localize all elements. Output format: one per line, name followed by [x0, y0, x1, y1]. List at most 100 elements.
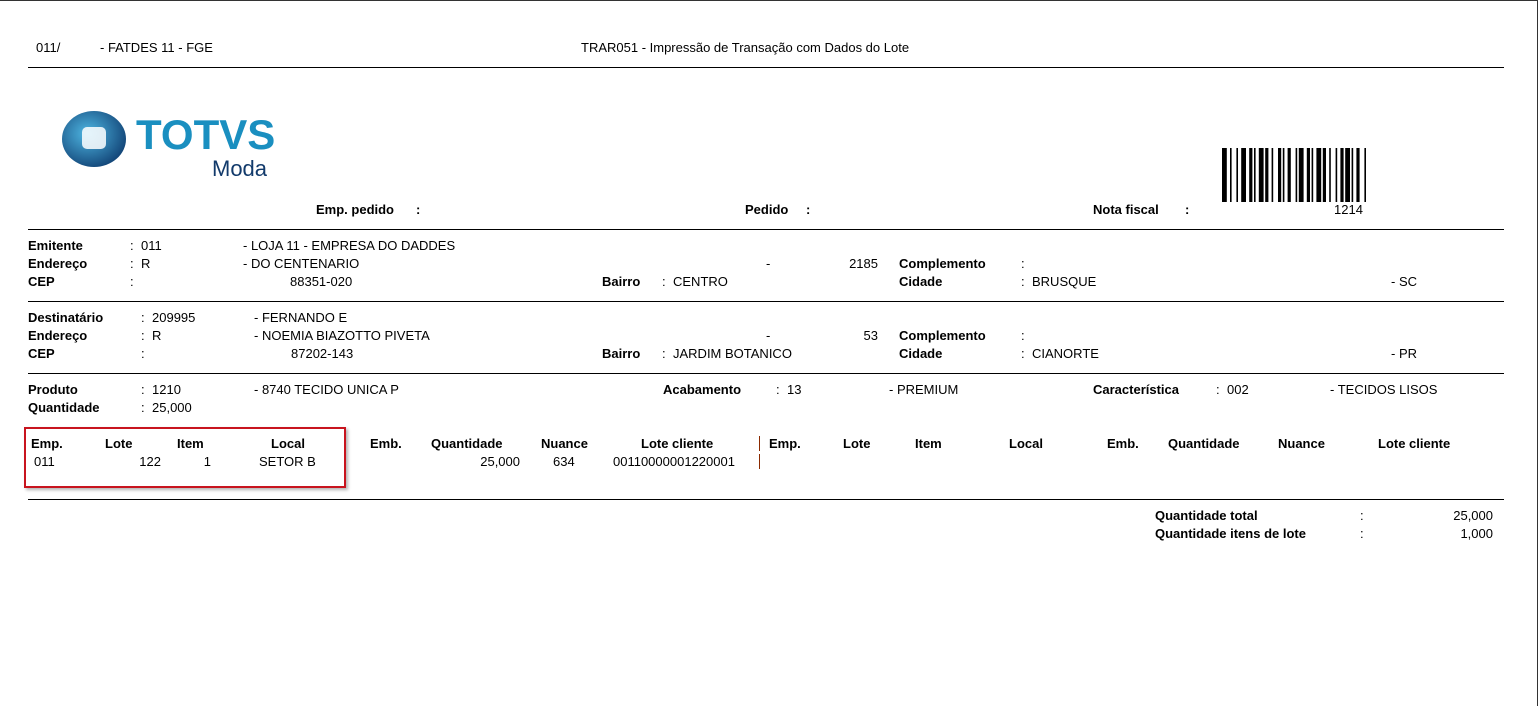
column-separator	[759, 436, 760, 451]
barcode-bar	[1329, 148, 1331, 202]
produto-name: - 8740 TECIDO UNICA P	[254, 382, 399, 397]
col-emp: Emp.	[769, 436, 801, 451]
bairro-label: Bairro	[602, 346, 641, 361]
logo-brand: TOTVS	[136, 111, 275, 158]
barcode-bar	[1351, 148, 1354, 202]
dash: -	[766, 256, 771, 271]
destinatario-label: Destinatário	[28, 310, 104, 325]
barcode-bar	[1282, 148, 1285, 202]
complemento-label: Complemento	[899, 328, 986, 343]
col-quantidade: Quantidade	[1168, 436, 1240, 451]
colon: :	[1360, 526, 1364, 541]
barcode-bar	[1322, 148, 1326, 202]
barcode-bar	[1241, 148, 1246, 202]
barcode-bar	[1311, 148, 1314, 202]
barcode-bar	[1316, 148, 1322, 202]
bairro: JARDIM BOTANICO	[673, 346, 792, 361]
col-local: Local	[1009, 436, 1043, 451]
col-lote: Lote	[105, 436, 133, 451]
colon: :	[662, 346, 666, 361]
cidade: CIANORTE	[1032, 346, 1099, 361]
caracteristica-code: 002	[1227, 382, 1249, 397]
cell-lote-cliente: 00110000001220001	[613, 454, 735, 469]
barcode-bar	[1265, 148, 1269, 202]
colon: :	[141, 328, 145, 343]
colon: :	[1360, 508, 1364, 523]
barcode-bar	[1236, 148, 1238, 202]
emp-pedido-label: Emp. pedido	[316, 202, 394, 217]
colon: :	[1021, 274, 1025, 289]
produto-code: 1210	[152, 382, 181, 397]
numero: 2185	[849, 256, 878, 271]
divider	[28, 301, 1504, 302]
colon: :	[1021, 346, 1025, 361]
numero: 53	[863, 328, 878, 343]
nota-fiscal-label: Nota fiscal	[1093, 202, 1159, 217]
colon: :	[141, 310, 145, 325]
colon: :	[776, 382, 780, 397]
colon: :	[416, 202, 421, 217]
barcode-bar	[1271, 148, 1274, 202]
barcode-bar	[1230, 148, 1232, 202]
col-item: Item	[177, 436, 204, 451]
col-nuance: Nuance	[1278, 436, 1325, 451]
cidade-label: Cidade	[899, 346, 943, 361]
logo-sub: Moda	[212, 156, 268, 181]
pedido-label: Pedido	[745, 202, 789, 217]
endereco: - NOEMIA BIAZOTTO PIVETA	[254, 328, 430, 343]
produto-label: Produto	[28, 382, 78, 397]
dash: -	[766, 328, 771, 343]
cell-quantidade: 25,000	[480, 454, 520, 469]
endereco: - DO CENTENARIO	[243, 256, 360, 271]
barcode-bar	[1249, 148, 1253, 202]
destinatario-code: 209995	[152, 310, 196, 325]
colon: :	[141, 400, 145, 415]
emitente-code: 011	[141, 238, 162, 253]
bairro: CENTRO	[673, 274, 728, 289]
barcode-bar	[1295, 148, 1298, 202]
barcode-bar	[1356, 148, 1360, 202]
col-lote: Lote	[843, 436, 871, 451]
colon: :	[130, 238, 134, 253]
col-emb: Emb.	[370, 436, 402, 451]
uf: - PR	[1391, 346, 1417, 361]
col-nuance: Nuance	[541, 436, 588, 451]
cell-nuance: 634	[553, 454, 575, 469]
caracteristica: - TECIDOS LISOS	[1330, 382, 1438, 397]
colon: :	[1216, 382, 1220, 397]
barcode-bar	[1222, 148, 1227, 202]
report-title: TRAR051 - Impressão de Transação com Dad…	[581, 40, 910, 55]
cep-label: CEP	[28, 346, 55, 361]
barcode-bar	[1345, 148, 1350, 202]
col-quantidade: Quantidade	[431, 436, 503, 451]
divider	[28, 229, 1504, 230]
cidade: BRUSQUE	[1032, 274, 1097, 289]
cell-lote: 122	[139, 454, 161, 469]
cidade-label: Cidade	[899, 274, 943, 289]
barcode-bar	[1258, 148, 1264, 202]
cep: 88351-020	[290, 274, 353, 289]
divider	[28, 373, 1504, 374]
barcode-bar	[1306, 148, 1310, 202]
cell-local: SETOR B	[259, 454, 316, 469]
endereco-label: Endereço	[28, 256, 88, 271]
acabamento-code: 13	[787, 382, 802, 397]
emitente-label: Emitente	[28, 238, 83, 253]
cell-emp: 011	[34, 454, 55, 469]
col-lote-cliente: Lote cliente	[641, 436, 714, 451]
colon: :	[1185, 202, 1190, 217]
barcode	[1222, 148, 1366, 202]
quantidade-total: 25,000	[1453, 508, 1493, 523]
barcode-bar	[1335, 148, 1338, 202]
emitente-name: - LOJA 11 - EMPRESA DO DADDES	[243, 238, 456, 253]
col-emb: Emb.	[1107, 436, 1139, 451]
colon: :	[130, 274, 134, 289]
endereco-type: R	[141, 256, 151, 271]
uf: - SC	[1391, 274, 1417, 289]
colon: :	[1021, 256, 1025, 271]
quantidade-itens: 1,000	[1460, 526, 1493, 541]
cell-item: 1	[203, 454, 211, 469]
bairro-label: Bairro	[602, 274, 641, 289]
colon: :	[130, 256, 134, 271]
